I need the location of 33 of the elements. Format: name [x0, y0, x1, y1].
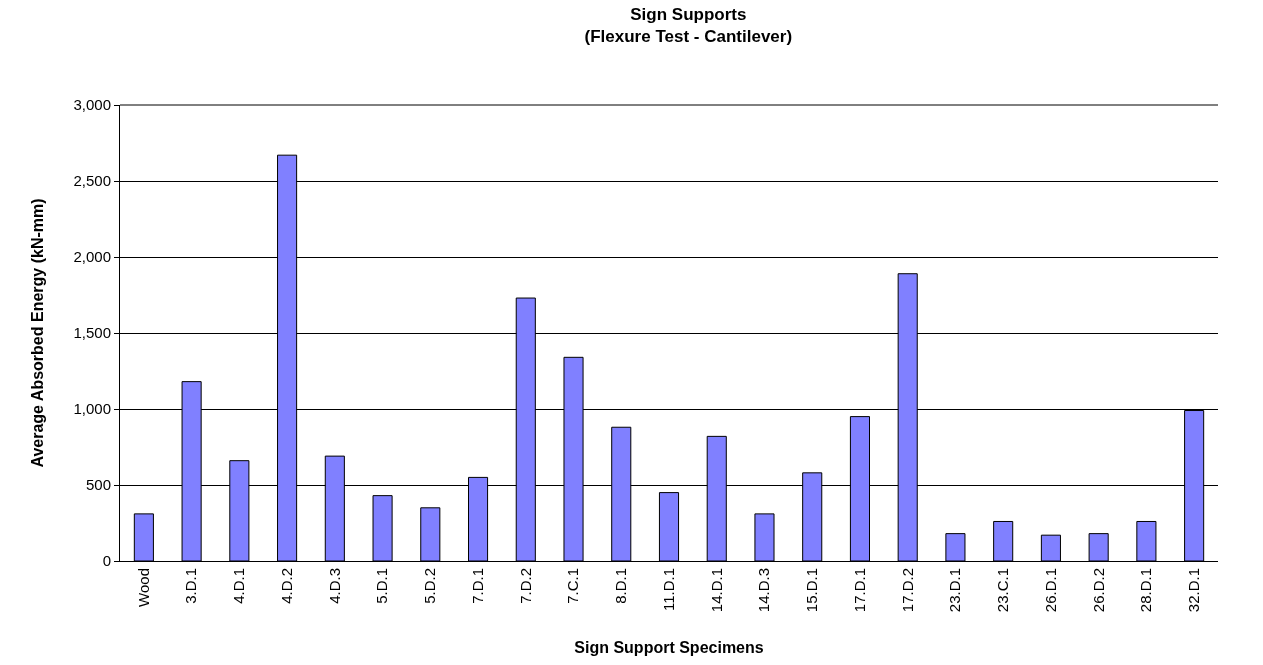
y-tick-label: 1,500	[73, 324, 111, 342]
y-tick-label: 500	[85, 476, 111, 494]
y-tick-label: 3,000	[73, 96, 111, 114]
x-tick-label: 23.C.1	[994, 568, 1012, 613]
x-tick-label: 11.D.1	[659, 568, 677, 612]
y-axis-title: Average Absorbed Energy (kN-mm)	[29, 198, 47, 468]
x-tick-label: 15.D.1	[803, 568, 821, 613]
y-tick-label: 2,500	[73, 172, 111, 190]
chart-title: Sign Supports (Flexure Test - Cantilever)	[584, 4, 793, 47]
x-tick-label: 14.D.1	[707, 568, 725, 613]
x-tick-label: 4.D.1	[230, 568, 248, 604]
x-tick-label: 32.D.1	[1185, 568, 1203, 613]
x-tick-label: 7.C.1	[564, 568, 582, 604]
x-tick-label: 4.D.3	[325, 568, 343, 604]
x-tick-label: 4.D.2	[277, 568, 295, 604]
x-tick-label: 17.D.1	[850, 568, 868, 613]
y-tick-label: 1,000	[73, 400, 111, 418]
y-tick-label: 2,000	[73, 248, 111, 266]
x-tick-label: Wood	[134, 568, 152, 607]
x-tick-label: 5.D.1	[373, 568, 391, 604]
x-tick-label: 3.D.1	[182, 568, 200, 604]
x-tick-label: 5.D.2	[421, 568, 439, 604]
x-tick-label: 7.D.1	[468, 568, 486, 604]
x-tick-label: 28.D.1	[1137, 568, 1155, 613]
x-tick-label: 26.D.2	[1089, 568, 1107, 613]
x-tick-label: 7.D.2	[516, 568, 534, 604]
x-tick-label: 23.D.1	[946, 568, 964, 613]
x-tick-label: 8.D.1	[612, 568, 630, 604]
x-tick-label: 26.D.1	[1041, 568, 1059, 613]
y-tick-label: 0	[102, 552, 111, 570]
x-axis-title: Sign Support Specimens	[574, 638, 764, 656]
x-tick-label: 14.D.3	[755, 568, 773, 613]
x-tick-label: 17.D.2	[898, 568, 916, 613]
